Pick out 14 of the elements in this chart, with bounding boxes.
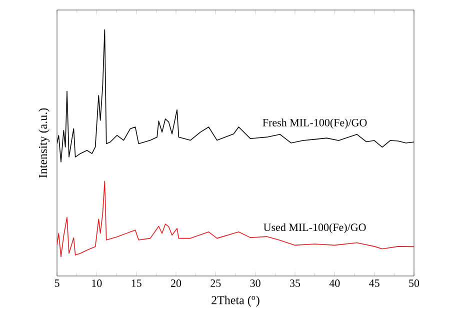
x-tick-label: 10 (92, 280, 102, 287)
y-axis-title: Intensity (a.u.) (38, 108, 50, 178)
series-label: Used MIL-100(Fe)/GO (264, 223, 366, 234)
x-tick-label: 25 (210, 280, 221, 287)
x-tick-label: 20 (170, 280, 182, 287)
x-tick-label: 40 (329, 280, 340, 287)
x-tick-label: 45 (369, 280, 380, 287)
x-tick-label: 5 (54, 280, 60, 287)
x-tick-label: 15 (132, 280, 142, 287)
x-tick-label: 50 (409, 280, 420, 287)
series-label: Fresh MIL-100(Fe)/GO (262, 118, 367, 129)
x-tick-label: 35 (290, 280, 300, 287)
x-axis-title: 2Theta ($^{o}$) (212, 296, 260, 307)
x-tick-label: 30 (250, 280, 260, 287)
